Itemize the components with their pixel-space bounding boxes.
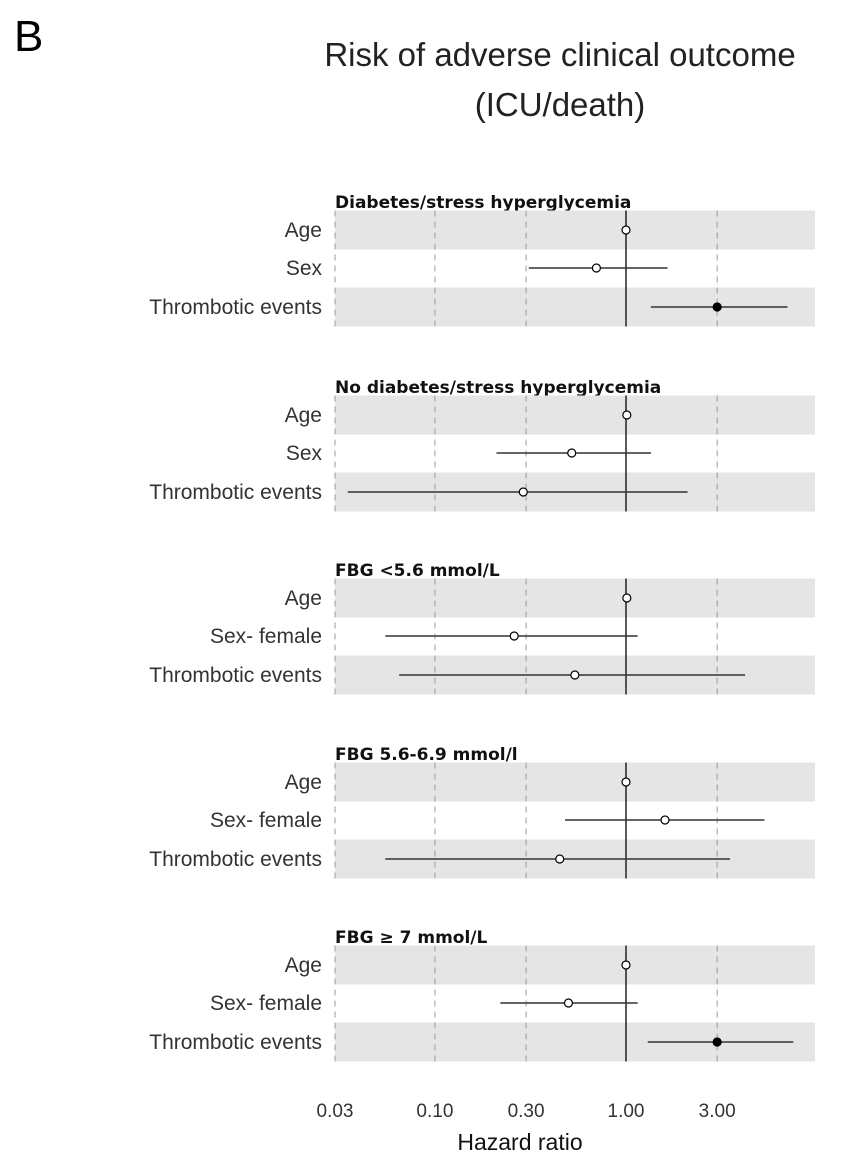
group-title: Diabetes/stress hyperglycemia xyxy=(335,193,631,213)
chart-title-line1: Risk of adverse clinical outcome xyxy=(324,36,796,73)
row-label: Thrombotic events xyxy=(149,296,322,319)
row-label: Sex- female xyxy=(210,625,322,648)
row-label: Thrombotic events xyxy=(149,664,322,687)
hr-point xyxy=(622,410,632,420)
hr-point xyxy=(621,225,631,235)
hr-point xyxy=(622,593,632,603)
row-label: Age xyxy=(285,587,322,610)
hr-point xyxy=(555,854,565,864)
x-tick-label: 1.00 xyxy=(608,1101,645,1122)
hr-point xyxy=(591,263,602,273)
row-label: Sex xyxy=(286,442,323,465)
row-band xyxy=(335,210,815,250)
row-label: Thrombotic events xyxy=(149,848,322,871)
chart-title-line2: (ICU/death) xyxy=(474,86,646,123)
hr-point xyxy=(621,960,631,970)
hr-point xyxy=(570,670,580,680)
x-tick-label: 0.10 xyxy=(416,1101,453,1122)
hr-point xyxy=(563,998,574,1008)
row-label: Thrombotic events xyxy=(149,1031,322,1054)
group-title: FBG 5.6-6.9 mmol/l xyxy=(335,745,518,765)
hr-point xyxy=(712,1037,722,1047)
row-label: Age xyxy=(285,954,322,977)
hr-point xyxy=(567,448,577,458)
group-title: FBG ≥ 7 mmol/L xyxy=(335,928,487,948)
x-tick-label: 0.30 xyxy=(508,1101,545,1122)
hr-point xyxy=(660,815,670,825)
row-band xyxy=(335,578,815,618)
x-tick-label: 3.00 xyxy=(699,1101,736,1122)
row-label: Age xyxy=(285,219,322,242)
hr-point xyxy=(621,777,631,787)
row-band xyxy=(335,945,815,985)
x-axis-label: Hazard ratio xyxy=(457,1129,582,1155)
group-title: FBG <5.6 mmol/L xyxy=(335,561,500,581)
row-label: Sex- female xyxy=(210,992,322,1015)
row-label: Age xyxy=(285,771,322,794)
x-tick-label: 0.03 xyxy=(317,1101,354,1122)
hr-point xyxy=(509,631,519,641)
hr-point xyxy=(518,487,528,497)
row-band xyxy=(335,762,815,802)
row-label: Sex xyxy=(286,257,323,280)
row-label: Age xyxy=(285,404,322,427)
group-title: No diabetes/stress hyperglycemia xyxy=(335,378,661,398)
row-label: Sex- female xyxy=(210,809,322,832)
row-band xyxy=(335,395,815,435)
row-label: Thrombotic events xyxy=(149,481,322,504)
panel-label: B xyxy=(14,12,44,61)
hr-point xyxy=(712,302,722,312)
